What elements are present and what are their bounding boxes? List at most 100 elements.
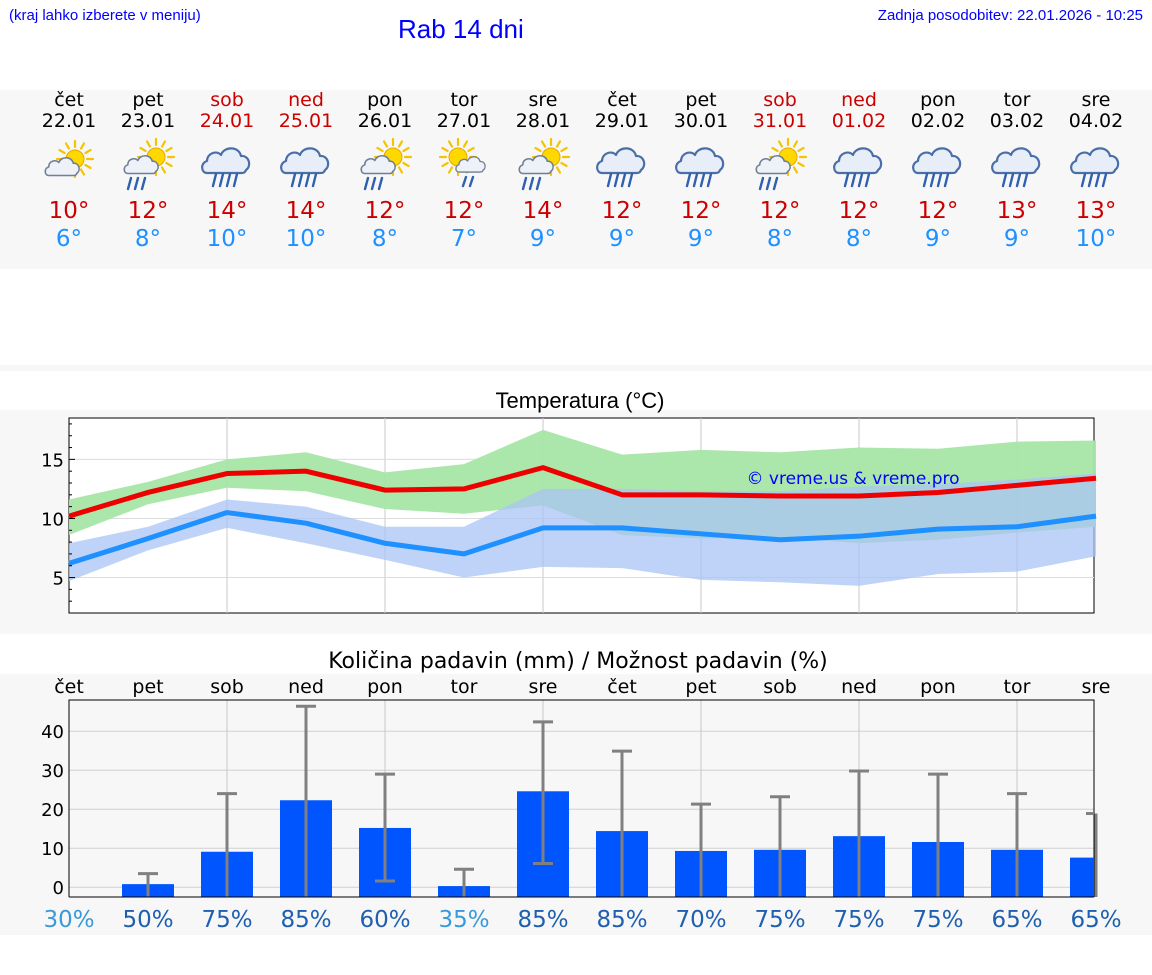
day-date: 24.01 bbox=[199, 110, 255, 132]
precipitation-range-whisker bbox=[849, 769, 869, 897]
precipitation-chart: Količina padavin (mm) / Možnost padavin … bbox=[0, 649, 1152, 935]
precipitation-chance: 75% bbox=[754, 907, 805, 933]
y-tick-label: 20 bbox=[41, 800, 64, 821]
max-temperature: 14° bbox=[522, 198, 564, 224]
precipitation-range-whisker bbox=[454, 867, 474, 897]
day-column: pon 26.01 12° 8° bbox=[345, 90, 425, 253]
day-column: pet 30.01 12° 9° bbox=[661, 90, 741, 253]
max-temperature: 13° bbox=[1075, 198, 1117, 224]
sun-cloud-rain-icon bbox=[518, 137, 571, 191]
precipitation-chance: 75% bbox=[201, 907, 252, 933]
cloud-rain-icon bbox=[280, 147, 330, 188]
max-temperature: 12° bbox=[127, 198, 169, 224]
day-column: pon 02.02 12° 9° bbox=[898, 90, 978, 253]
day-date: 31.01 bbox=[752, 110, 808, 132]
day-column: pet 23.01 12° 8° bbox=[108, 90, 188, 253]
precipitation-range-whisker bbox=[691, 802, 711, 897]
y-tick-label: 0 bbox=[53, 878, 64, 899]
cloud-rain-icon bbox=[912, 147, 962, 188]
y-tick-label: 10 bbox=[41, 839, 64, 860]
day-name: čet bbox=[54, 89, 84, 111]
divider bbox=[0, 365, 1152, 371]
watermark: © vreme.us & vreme.pro bbox=[746, 469, 959, 489]
precipitation-chance: 85% bbox=[596, 907, 647, 933]
day-column: sre 28.01 14° 9° bbox=[503, 90, 583, 253]
precipitation-range-whisker bbox=[375, 772, 395, 883]
precipitation-chance: 85% bbox=[280, 907, 331, 933]
cloud-rain-icon bbox=[596, 147, 646, 188]
day-column: sob 24.01 14° 10° bbox=[187, 90, 267, 253]
temperature-chart: Temperatura (°C) 5 10 15 © vreme.us & vrem… bbox=[0, 388, 1152, 634]
precipitation-title: Količina padavin (mm) / Možnost padavin … bbox=[328, 649, 828, 674]
y-tick-label: 10 bbox=[41, 509, 64, 530]
min-temperature: 10° bbox=[1075, 226, 1117, 252]
day-name: sob bbox=[763, 89, 797, 111]
precipitation-range-whisker bbox=[1007, 792, 1027, 897]
sun-cloud-rain-icon bbox=[755, 137, 808, 191]
day-column: čet 22.01 10° 6° bbox=[29, 90, 109, 253]
precipitation-bar bbox=[1070, 857, 1094, 897]
y-tick-label: 30 bbox=[41, 761, 64, 782]
day-name: pet bbox=[132, 89, 164, 111]
day-date: 27.01 bbox=[436, 110, 492, 132]
day-name: pon bbox=[367, 89, 403, 111]
day-date: 22.01 bbox=[41, 110, 97, 132]
precipitation-chance: 50% bbox=[122, 907, 173, 933]
precipitation-range-whisker bbox=[1086, 812, 1098, 897]
day-label: pet bbox=[132, 676, 163, 698]
precipitation-chance: 75% bbox=[833, 907, 884, 933]
min-temperature: 8° bbox=[766, 226, 794, 252]
min-temperature: 8° bbox=[371, 226, 399, 252]
min-temperature: 10° bbox=[285, 226, 327, 252]
cloud-rain-icon bbox=[675, 147, 725, 188]
precipitation-chance: 35% bbox=[438, 907, 489, 933]
min-temperature: 8° bbox=[845, 226, 873, 252]
forecast-band bbox=[0, 90, 1152, 269]
day-label: sre bbox=[529, 676, 558, 698]
min-temperature: 9° bbox=[529, 226, 557, 252]
day-date: 02.02 bbox=[910, 110, 966, 132]
precipitation-chance: 60% bbox=[359, 907, 410, 933]
max-temperature: 14° bbox=[206, 198, 248, 224]
max-temperature: 12° bbox=[838, 198, 880, 224]
day-label: ned bbox=[841, 676, 877, 698]
max-temperature: 14° bbox=[285, 198, 327, 224]
min-temperature: 8° bbox=[134, 226, 162, 252]
day-label: čet bbox=[607, 676, 637, 698]
day-label: sre bbox=[1082, 676, 1111, 698]
precipitation-range-whisker bbox=[533, 720, 553, 865]
precipitation-range-whisker bbox=[612, 749, 632, 897]
day-label: sob bbox=[763, 676, 797, 698]
precipitation-chance: 70% bbox=[675, 907, 726, 933]
day-label: tor bbox=[1004, 676, 1031, 698]
menu-hint[interactable]: (kraj lahko izberete v meniju) bbox=[9, 7, 201, 24]
sun-cloud-rain-icon bbox=[123, 137, 176, 191]
precipitation-chance: 65% bbox=[991, 907, 1042, 933]
plot-frame bbox=[68, 699, 1095, 897]
day-column: sre 04.02 13° 10° bbox=[1056, 90, 1136, 253]
day-date: 29.01 bbox=[594, 110, 650, 132]
min-temperature: 9° bbox=[687, 226, 715, 252]
cloud-rain-icon bbox=[201, 147, 251, 188]
day-date: 01.02 bbox=[831, 110, 887, 132]
day-name: sre bbox=[1081, 89, 1111, 111]
min-temperature: 10° bbox=[206, 226, 248, 252]
precipitation-chance: 85% bbox=[517, 907, 568, 933]
precipitation-range-whisker bbox=[770, 795, 790, 897]
day-label: čet bbox=[54, 676, 84, 698]
max-temperature-line bbox=[68, 465, 1097, 519]
day-name: čet bbox=[607, 89, 637, 111]
min-temperature: 9° bbox=[1003, 226, 1031, 252]
precipitation-range-whisker bbox=[138, 872, 158, 897]
day-name: tor bbox=[1003, 89, 1031, 111]
max-temperature: 12° bbox=[364, 198, 406, 224]
day-column: ned 25.01 14° 10° bbox=[266, 90, 346, 253]
day-column: čet 29.01 12° 9° bbox=[582, 90, 662, 253]
day-name: sob bbox=[210, 89, 244, 111]
day-column: ned 01.02 12° 8° bbox=[819, 90, 899, 253]
day-label: pon bbox=[367, 676, 403, 698]
day-date: 30.01 bbox=[673, 110, 729, 132]
y-tick-label: 5 bbox=[53, 569, 64, 590]
day-name: pon bbox=[920, 89, 956, 111]
temperature-title: Temperatura (°C) bbox=[496, 388, 665, 413]
